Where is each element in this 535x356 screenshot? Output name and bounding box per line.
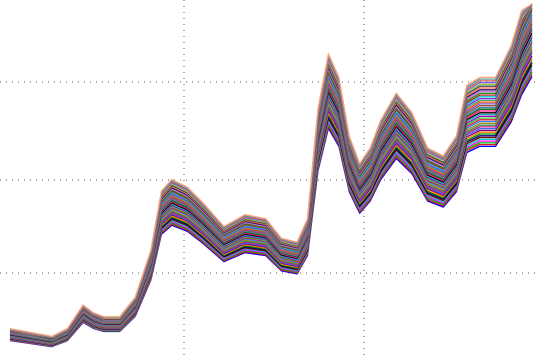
spectrum-line-11 [9,53,533,345]
series-group [9,3,533,348]
spectrum-line-6 [9,64,533,347]
spectrum-line-5 [9,67,533,347]
spectrum-line-40 [9,3,533,338]
spectrum-line-2 [9,73,533,348]
spectrum-line-8 [9,60,533,346]
spectrum-line-13 [9,48,533,345]
spectrum-line-3 [9,71,533,347]
spectrum-line-1 [9,76,533,348]
spectrum-line-12 [9,51,533,345]
spectrum-line-9 [9,57,533,346]
spectrum-line-4 [9,69,533,347]
spectrum-line-7 [9,62,533,346]
spectrum-line-10 [9,55,533,345]
